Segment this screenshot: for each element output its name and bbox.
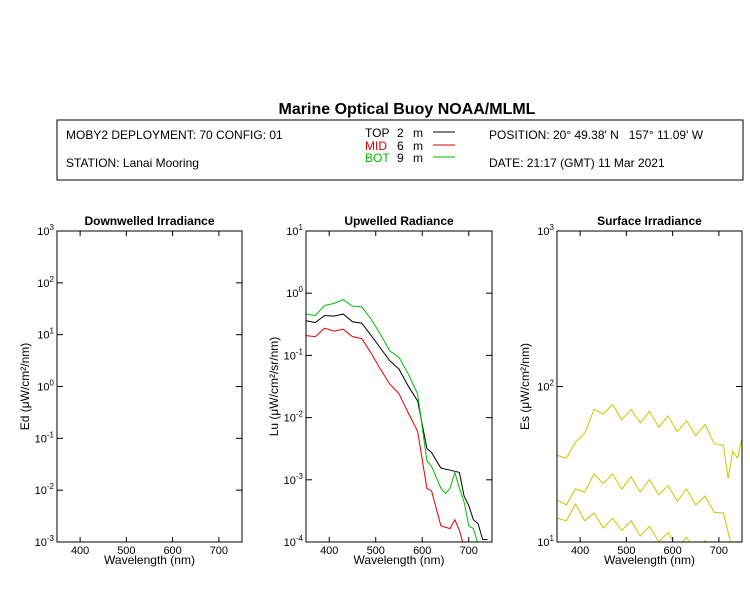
panel-title: Downwelled Irradiance bbox=[84, 214, 214, 228]
x-tick-label: 600 bbox=[163, 545, 181, 557]
x-tick-label: 400 bbox=[71, 545, 89, 557]
legend-bot-name: BOT bbox=[365, 151, 390, 165]
y-tick-label: 100 bbox=[286, 285, 303, 300]
y-tick-label: 10-2 bbox=[284, 410, 304, 425]
y-tick-label: 10-1 bbox=[284, 347, 304, 362]
y-tick-label: 103 bbox=[537, 223, 554, 238]
y-tick-label: 10-3 bbox=[35, 534, 55, 549]
y-tick-label: 102 bbox=[537, 379, 554, 394]
x-tick-label: 500 bbox=[617, 545, 635, 557]
chart-panels: Downwelled Irradiance 400 500 600 700 10-3 10-… bbox=[18, 214, 743, 567]
legend-mid-unit: m bbox=[413, 139, 423, 153]
x-tick-label: 600 bbox=[663, 545, 681, 557]
series-es-1-line bbox=[557, 403, 742, 479]
panel-title: Surface Irradiance bbox=[597, 214, 702, 228]
y-tick-label: 102 bbox=[37, 275, 54, 290]
x-tick-label: 400 bbox=[571, 545, 589, 557]
y-tick-label: 10-1 bbox=[35, 430, 55, 445]
x-axis-label: Wavelength (nm) bbox=[604, 553, 695, 567]
series-group bbox=[306, 299, 488, 542]
legend-bot-unit: m bbox=[413, 151, 423, 165]
position-text: POSITION: 20° 49.38' N 157° 11.09' W bbox=[489, 128, 704, 142]
plot-frame bbox=[56, 230, 243, 543]
x-tick-label: 700 bbox=[210, 545, 228, 557]
x-tick-label: 700 bbox=[460, 545, 478, 557]
plot-frame bbox=[556, 230, 743, 543]
legend-bot-depth: 9 bbox=[397, 151, 404, 165]
y-tick-label: 101 bbox=[37, 327, 54, 342]
panel-2: Upwelled Radiance 400 500 600 700 10-4 10-3 10-… bbox=[267, 214, 493, 567]
legend-mid-name: MID bbox=[365, 139, 387, 153]
panel-title: Upwelled Radiance bbox=[344, 214, 454, 228]
x-tick-label: 600 bbox=[413, 545, 431, 557]
x-tick-label: 500 bbox=[367, 545, 385, 557]
plot-frame bbox=[305, 230, 493, 543]
y-axis-label: Es (μW/cm²/nm) bbox=[518, 343, 532, 430]
series-es-2-line bbox=[557, 473, 739, 542]
x-axis-label: Wavelength (nm) bbox=[354, 553, 445, 567]
y-axis-label: Ed (μW/cm²/nm) bbox=[18, 343, 32, 431]
panel-3: Surface Irradiance 400 500 600 700 101 102 103 W… bbox=[518, 214, 743, 567]
deployment-text: MOBY2 DEPLOYMENT: 70 CONFIG: 01 bbox=[66, 128, 283, 142]
y-tick-label: 10-4 bbox=[284, 534, 304, 549]
y-tick-label: 10-2 bbox=[35, 482, 55, 497]
y-tick-label: 101 bbox=[286, 223, 303, 238]
station-text: STATION: Lanai Mooring bbox=[66, 156, 199, 170]
y-tick-label: 103 bbox=[37, 223, 54, 238]
legend-top-unit: m bbox=[413, 126, 423, 140]
y-tick-label: 10-3 bbox=[284, 472, 304, 487]
legend-mid-depth: 6 bbox=[397, 139, 404, 153]
y-axis-label: Lu (μW/cm²/sr/nm) bbox=[267, 337, 281, 437]
date-text: DATE: 21:17 (GMT) 11 Mar 2021 bbox=[489, 156, 665, 170]
legend-entry-mid: MID 6 m bbox=[365, 139, 455, 153]
x-tick-label: 400 bbox=[320, 545, 338, 557]
figure-title: Marine Optical Buoy NOAA/MLML bbox=[279, 101, 536, 118]
legend-entry-top: TOP 2 m bbox=[365, 126, 455, 140]
info-box bbox=[56, 119, 744, 181]
y-tick-label: 101 bbox=[537, 534, 554, 549]
x-axis-label: Wavelength (nm) bbox=[104, 553, 195, 567]
panel-1: Downwelled Irradiance 400 500 600 700 10-3 10-… bbox=[18, 214, 243, 567]
legend-entry-bot: BOT 9 m bbox=[365, 151, 455, 165]
legend: TOP 2 m MID 6 m BOT 9 m bbox=[365, 126, 455, 165]
series-top-line bbox=[306, 313, 488, 541]
x-tick-label: 500 bbox=[117, 545, 135, 557]
x-tick-label: 700 bbox=[710, 545, 728, 557]
series-mid-line bbox=[306, 327, 464, 542]
legend-top-depth: 2 bbox=[397, 126, 404, 140]
series-es-3-line bbox=[557, 502, 707, 542]
y-tick-label: 100 bbox=[37, 379, 54, 394]
series-bot-line bbox=[306, 299, 478, 542]
series-group bbox=[557, 403, 742, 542]
legend-top-name: TOP bbox=[365, 126, 389, 140]
